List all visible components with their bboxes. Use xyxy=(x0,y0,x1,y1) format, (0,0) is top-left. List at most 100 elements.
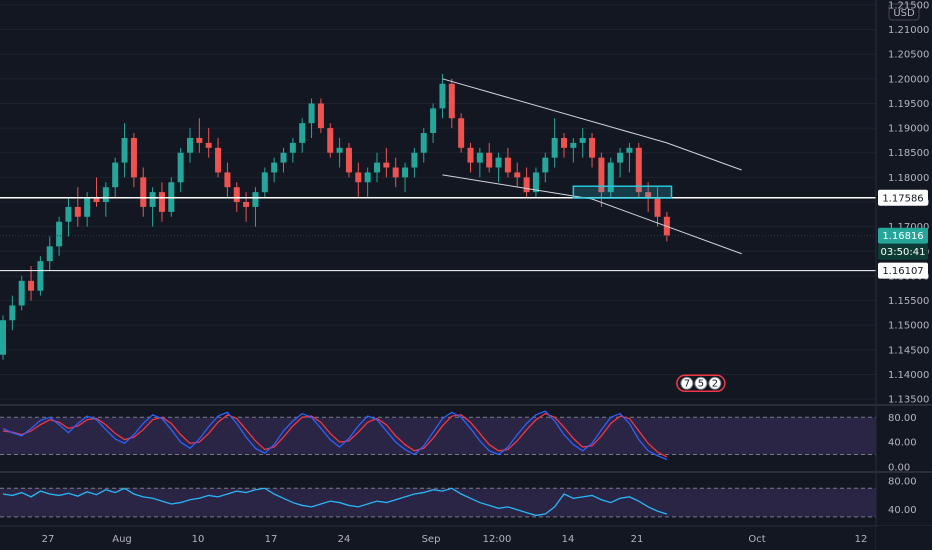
stoch-k-line xyxy=(2,410,668,461)
candle-body xyxy=(607,162,614,193)
candle-body xyxy=(514,172,521,178)
candle-body xyxy=(196,137,203,143)
event-flag-icon xyxy=(708,376,722,390)
level-tag-resistance: 1.17586 xyxy=(882,193,923,204)
candle-body xyxy=(458,118,465,148)
price-tick-label: 1.14500 xyxy=(888,345,929,356)
level-tag-support-bg xyxy=(878,262,928,279)
rsi-line xyxy=(2,487,668,517)
price-tick-label: 1.21500 xyxy=(888,0,929,11)
settings-icon[interactable] xyxy=(876,526,932,550)
event-count: 5 xyxy=(698,378,704,389)
candle-body xyxy=(645,192,652,198)
time-tick-label: 17 xyxy=(265,534,278,545)
candle-body xyxy=(589,137,596,158)
candle-body xyxy=(158,192,165,212)
candle-body xyxy=(504,157,511,173)
candle-body xyxy=(18,280,25,306)
time-tick-label: Sep xyxy=(422,534,441,545)
candle-body xyxy=(402,167,409,178)
countdown-bg xyxy=(878,243,928,260)
price-tick-label: 1.19500 xyxy=(888,99,929,110)
candle-body xyxy=(561,137,567,148)
candle-body xyxy=(252,192,259,207)
candle-body xyxy=(289,142,296,153)
oscillator-tick-label: 0.00 xyxy=(888,462,910,473)
candle-body xyxy=(364,172,371,183)
time-axis[interactable]: 27 Aug 10 17 24 Sep 12:00 14 21 Oct 12 xyxy=(42,534,868,545)
candle-body xyxy=(261,172,268,193)
candle-body xyxy=(317,103,324,129)
candle-body xyxy=(654,197,661,217)
candle-body xyxy=(617,152,624,163)
candle-body xyxy=(345,147,352,173)
candle-body xyxy=(271,162,278,173)
channel-lower-line xyxy=(442,174,742,255)
candle-body xyxy=(374,162,380,173)
stoch-d-line xyxy=(2,412,668,458)
candle-body xyxy=(187,137,193,153)
candle-body xyxy=(299,123,306,143)
price-tick-label: 1.18000 xyxy=(888,173,929,184)
drawings[interactable] xyxy=(0,78,876,272)
price-tick-label: 1.20500 xyxy=(888,50,929,61)
time-tick-label: Aug xyxy=(112,534,132,545)
candle-body xyxy=(112,162,119,188)
candle-body xyxy=(121,137,128,163)
oscillator-tick-label: 80.00 xyxy=(888,477,917,488)
event-count: 7 xyxy=(684,378,690,389)
candle-body xyxy=(308,103,315,124)
candle-body xyxy=(532,172,539,193)
currency-button[interactable] xyxy=(888,3,920,21)
candle-body xyxy=(570,142,577,148)
time-tick-label: Oct xyxy=(748,534,765,545)
time-tick-label: 27 xyxy=(42,534,55,545)
event-flag-icon xyxy=(680,376,694,390)
oscillator-tick-label: 80.00 xyxy=(888,413,917,424)
level-tag-price: 1.16816 xyxy=(882,231,923,242)
stochastic-pane[interactable]: 80.00 40.00 0.00 xyxy=(0,410,917,473)
countdown-label: 03:50:41 xyxy=(881,247,926,258)
candle-body xyxy=(149,192,156,207)
candle-body xyxy=(523,177,530,193)
candle-body xyxy=(74,206,81,217)
candle-body xyxy=(46,246,53,262)
candle-body xyxy=(336,147,343,153)
level-tag-support: 1.16107 xyxy=(882,266,923,277)
candle-body xyxy=(579,137,586,143)
price-tick-label: 1.15500 xyxy=(888,296,929,307)
band-fill xyxy=(0,488,876,517)
supply-zone xyxy=(572,185,673,199)
candle-body xyxy=(626,147,633,153)
candle-body xyxy=(551,137,558,158)
level-tags: 1.17586 1.16816 03:50:41 1.16107 xyxy=(878,189,928,279)
candle-body xyxy=(140,177,147,207)
level-tag-resistance-bg xyxy=(878,189,928,206)
time-tick-label: 12 xyxy=(855,534,868,545)
price-tick-label: 1.13500 xyxy=(888,395,929,406)
candle-body xyxy=(542,157,549,173)
candle-body xyxy=(467,147,474,163)
candle-body xyxy=(65,206,72,222)
price-tick-label: 1.17000 xyxy=(888,222,929,233)
candle-body xyxy=(215,147,222,173)
candle-body xyxy=(635,147,642,193)
candle-body xyxy=(355,172,362,183)
channel-upper-line xyxy=(442,78,742,171)
candle-body xyxy=(177,152,184,183)
event-count: 2 xyxy=(712,378,718,389)
band-fill xyxy=(0,417,876,455)
candle-body xyxy=(9,305,16,321)
price-tick-label: 1.15000 xyxy=(888,321,929,332)
candle-body xyxy=(224,172,231,188)
candle-body xyxy=(280,152,287,163)
time-tick-label: 14 xyxy=(562,534,575,545)
oscillator-tick-label: 40.00 xyxy=(888,438,917,449)
rsi-pane[interactable]: 80.00 40.00 xyxy=(0,477,917,518)
price-tick-label: 1.20000 xyxy=(888,74,929,85)
candle-body xyxy=(205,142,212,148)
oscillator-tick-label: 40.00 xyxy=(888,505,917,516)
